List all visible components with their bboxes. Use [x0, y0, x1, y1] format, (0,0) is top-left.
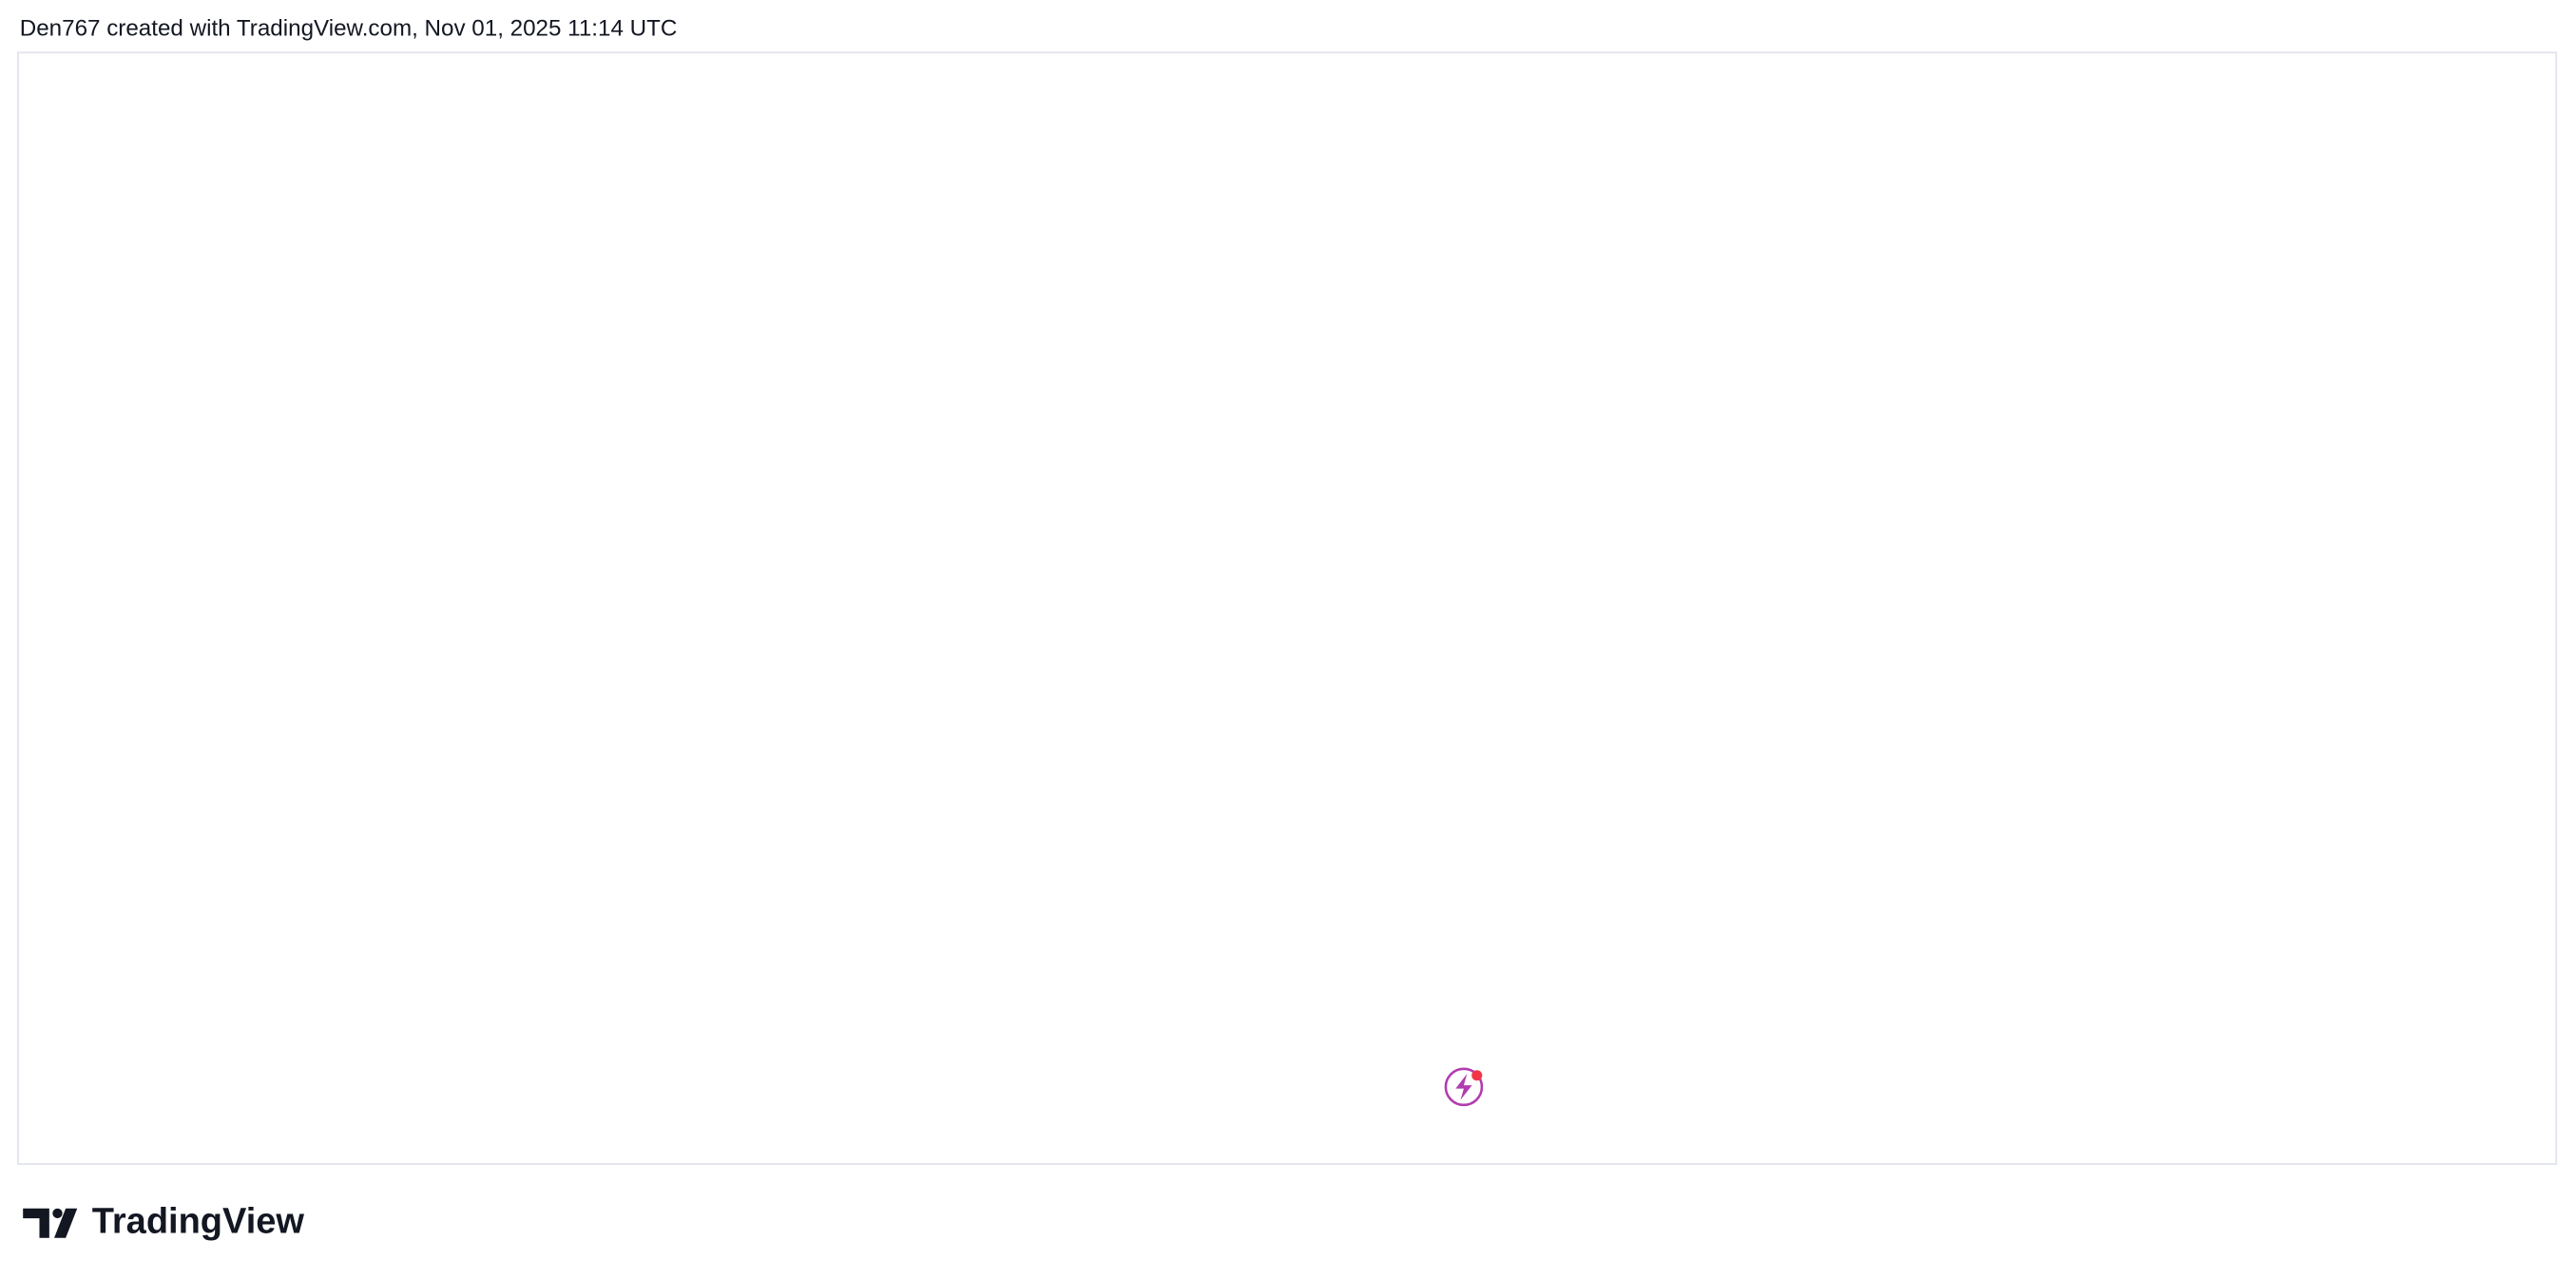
- pane-border: [17, 51, 2558, 1165]
- alert-icon: [1444, 1067, 1484, 1107]
- attribution: Den767 created with TradingView.com, Nov…: [20, 15, 678, 41]
- logo: TradingView: [23, 1201, 304, 1241]
- brand: TradingView: [92, 1201, 305, 1241]
